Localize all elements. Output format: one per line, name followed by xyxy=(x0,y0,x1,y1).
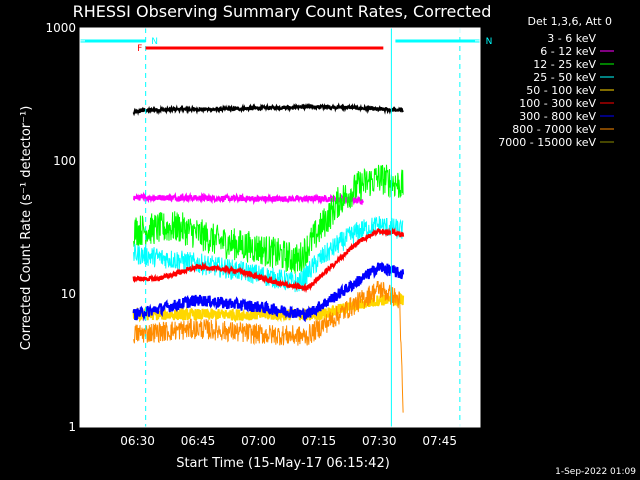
y-axis: 1 10 100 1000 xyxy=(45,21,480,434)
x-tick-label: 07:30 xyxy=(362,434,397,448)
x-axis-label: Start Time (15-May-17 06:15:42) xyxy=(176,456,390,471)
x-tick-label: 07:45 xyxy=(422,434,457,448)
series-line xyxy=(133,216,404,293)
legend-title: Det 1,3,6, Att 0 xyxy=(528,15,612,28)
y-tick-label: 1 xyxy=(68,420,76,434)
legend-entry-label: 100 - 300 keV xyxy=(519,97,596,110)
x-tick-label: 07:00 xyxy=(241,434,276,448)
series-line xyxy=(133,280,404,413)
flag-label: N xyxy=(486,37,493,47)
legend-entry-label: 300 - 800 keV xyxy=(519,110,596,123)
legend-entry-label: 12 - 25 keV xyxy=(533,58,596,71)
y-tick-label: 100 xyxy=(53,154,76,168)
footer-timestamp: 1-Sep-2022 01:09 xyxy=(555,467,636,477)
legend-entry-label: 7000 - 15000 keV xyxy=(498,136,596,149)
legend-entry-label: 800 - 7000 keV xyxy=(512,123,596,136)
series-line xyxy=(132,261,405,323)
series-line xyxy=(132,227,405,294)
series-line xyxy=(133,164,404,274)
series-layer xyxy=(80,28,480,427)
x-tick-label: 06:45 xyxy=(181,434,216,448)
series-line xyxy=(133,191,364,206)
y-tick-label: 1000 xyxy=(45,21,76,35)
x-axis: 06:30 06:45 07:00 07:15 07:30 07:45 xyxy=(96,28,481,448)
chart-title: RHESSI Observing Summary Count Rates, Co… xyxy=(73,2,492,21)
legend-entry-label: 6 - 12 keV xyxy=(540,45,596,58)
y-tick-label: 10 xyxy=(61,287,76,301)
x-tick-label: 07:15 xyxy=(302,434,337,448)
flag-label: F xyxy=(137,44,142,54)
legend-entry-label: 50 - 100 keV xyxy=(526,84,596,97)
flag-label: N xyxy=(151,37,158,47)
plot-background xyxy=(80,28,480,427)
plot-frame xyxy=(79,27,481,428)
series-line xyxy=(132,102,404,117)
legend-entry-label: 25 - 50 keV xyxy=(533,71,596,84)
x-tick-label: 06:30 xyxy=(120,434,155,448)
y-axis-label: Corrected Count Rate (s⁻¹ detector⁻¹) xyxy=(19,106,34,351)
legend-entry-label: 3 - 6 keV xyxy=(547,32,596,45)
